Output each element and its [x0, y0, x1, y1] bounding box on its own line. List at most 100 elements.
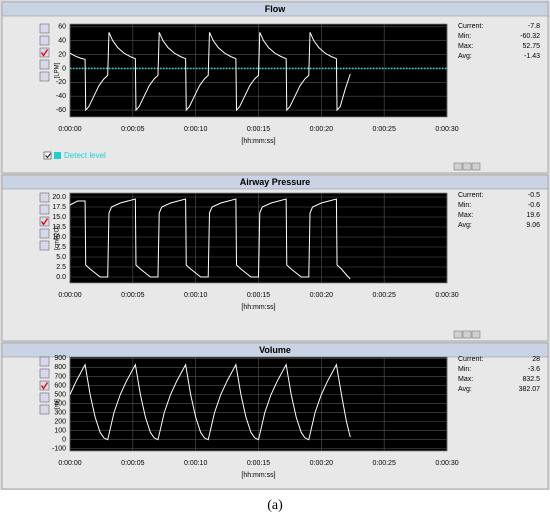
stat-value: -7.8	[528, 23, 540, 30]
toolbar-button[interactable]	[39, 356, 50, 367]
stat-value: 28	[532, 356, 540, 363]
y-tick-label: 2.5	[56, 264, 66, 271]
toolbar-check	[40, 218, 49, 226]
stat-label: Avg:	[458, 386, 472, 393]
stat-label: Current:	[458, 23, 483, 30]
stat-label: Avg:	[458, 53, 472, 60]
panel-title: Flow	[265, 4, 286, 14]
nav-button[interactable]	[471, 162, 481, 171]
nav-button[interactable]	[453, 330, 463, 339]
x-tick-label: 0:00:00	[58, 460, 81, 467]
x-tick-label: 0:00:05	[121, 126, 144, 133]
stat-label: Min:	[458, 33, 471, 40]
x-tick-label: 0:00:20	[310, 126, 333, 133]
toolbar-button[interactable]	[39, 392, 50, 403]
title-bar	[1, 1, 549, 17]
x-tick-label: 0:00:00	[58, 126, 81, 133]
waveform	[69, 363, 351, 441]
y-tick-label: 10.0	[52, 234, 66, 241]
stat-label: Min:	[458, 366, 471, 373]
stat-label: Current:	[458, 192, 483, 199]
nav-button[interactable]	[453, 162, 463, 171]
x-tick-label: 0:00:25	[372, 292, 395, 299]
y-tick-label: 0.0	[56, 274, 66, 281]
y-tick-label: 20.0	[52, 194, 66, 201]
y-tick-label: -20	[56, 79, 66, 86]
panel-title: Airway Pressure	[240, 177, 311, 187]
stat-value: 19.6	[526, 212, 540, 219]
y-tick-label: 200	[54, 418, 66, 425]
y-tick-label: 20	[58, 51, 66, 58]
y-axis-label: [cmH2O]	[55, 226, 61, 250]
toolbar-button[interactable]	[39, 59, 50, 70]
y-tick-label: 17.5	[52, 204, 66, 211]
toolbar-button[interactable]	[39, 192, 50, 203]
y-tick-label: -40	[56, 93, 66, 100]
nav-button[interactable]	[462, 330, 472, 339]
x-axis-label: [hh:mm:ss]	[241, 472, 275, 479]
stat-label: Max:	[458, 212, 473, 219]
x-axis-label: [hh:mm:ss]	[241, 138, 275, 145]
y-tick-label: 600	[54, 382, 66, 389]
x-tick-label: 0:00:30	[435, 460, 458, 467]
check	[45, 153, 51, 159]
y-tick-label: 800	[54, 364, 66, 371]
stat-value: 52.75	[522, 43, 540, 50]
y-tick-label: 40	[58, 38, 66, 45]
legend-swatch	[54, 152, 61, 159]
x-tick-label: 0:00:15	[247, 292, 270, 299]
x-tick-label: 0:00:10	[184, 460, 207, 467]
toolbar-button[interactable]	[39, 35, 50, 46]
x-tick-label: 0:00:25	[372, 126, 395, 133]
title-bar	[1, 174, 549, 190]
y-tick-label: 500	[54, 391, 66, 398]
toolbar-button[interactable]	[39, 23, 50, 34]
panel-title: Volume	[259, 345, 291, 355]
stat-label: Max:	[458, 43, 473, 50]
toolbar-button[interactable]	[39, 240, 50, 251]
x-axis-label: [hh:mm:ss]	[241, 304, 275, 311]
toolbar-button[interactable]	[39, 380, 50, 391]
toolbar-button[interactable]	[39, 368, 50, 379]
stat-value: 9.06	[526, 222, 540, 229]
stat-label: Min:	[458, 202, 471, 209]
toolbar-button[interactable]	[39, 47, 50, 58]
y-tick-label: 0	[62, 65, 66, 72]
nav-button[interactable]	[471, 330, 481, 339]
stat-value: 832.5	[522, 376, 540, 383]
y-tick-label: 100	[54, 428, 66, 435]
stat-value: -3.6	[528, 366, 540, 373]
x-tick-label: 0:00:30	[435, 292, 458, 299]
y-tick-label: 900	[54, 355, 66, 362]
x-tick-label: 0:00:30	[435, 126, 458, 133]
caption: (a)	[267, 498, 283, 513]
nav-button[interactable]	[462, 162, 472, 171]
x-tick-label: 0:00:15	[247, 460, 270, 467]
x-tick-label: 0:00:00	[58, 292, 81, 299]
x-tick-label: 0:00:10	[184, 126, 207, 133]
stat-value: -0.5	[528, 192, 540, 199]
toolbar-button[interactable]	[39, 228, 50, 239]
x-tick-label: 0:00:25	[372, 460, 395, 467]
y-axis-label: [LPM]	[55, 62, 61, 78]
y-tick-label: 0	[62, 437, 66, 444]
stat-label: Current:	[458, 356, 483, 363]
x-tick-label: 0:00:10	[184, 292, 207, 299]
legend-label: Detect level	[64, 151, 106, 160]
y-tick-label: 700	[54, 373, 66, 380]
stat-value: -0.6	[528, 202, 540, 209]
y-tick-label: 5.0	[56, 254, 66, 261]
toolbar-button[interactable]	[39, 71, 50, 82]
stat-value: -1.43	[524, 53, 540, 60]
toolbar-button[interactable]	[39, 204, 50, 215]
stat-value: -60.32	[520, 33, 540, 40]
y-tick-label: -100	[52, 446, 66, 453]
toolbar-button[interactable]	[39, 216, 50, 227]
y-axis-label: [ml]	[55, 399, 61, 409]
y-tick-label: 60	[58, 24, 66, 31]
toolbar-check	[40, 49, 49, 57]
checkbox	[43, 151, 52, 160]
toolbar-button[interactable]	[39, 404, 50, 415]
